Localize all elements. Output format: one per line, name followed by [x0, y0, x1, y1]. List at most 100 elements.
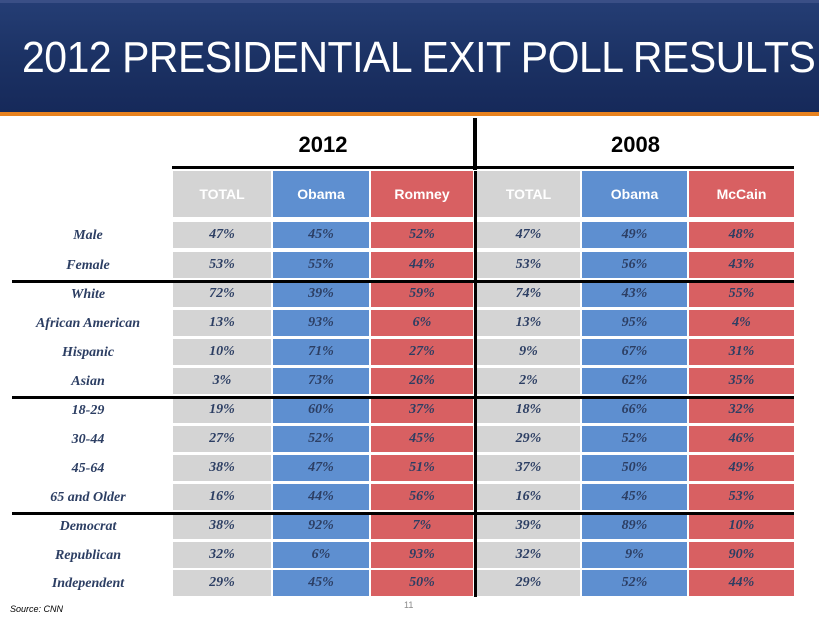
cell-obama-2008: 52%	[582, 426, 687, 453]
cell-obama-2008: 89%	[582, 513, 687, 540]
cell-obama-2008: 67%	[582, 339, 687, 366]
source-note: Source: CNN	[10, 604, 64, 614]
cell-total-2008: 74%	[477, 281, 580, 308]
cell-total-2008: 37%	[477, 455, 580, 482]
group-divider	[12, 512, 794, 515]
cell-total-2008: 47%	[477, 222, 580, 249]
cell-obama-2012: 92%	[273, 513, 369, 540]
header-obama-2012: Obama	[273, 171, 369, 217]
year-divider	[473, 118, 477, 170]
cell-obama-2012: 52%	[273, 426, 369, 453]
row-label: 65 and Older	[50, 489, 126, 505]
cell-obama-2008: 95%	[582, 310, 687, 337]
row-label: 30-44	[71, 431, 105, 447]
cell-mccain-2008: 32%	[689, 397, 794, 424]
cell-total-2008: 16%	[477, 484, 580, 511]
title-banner: 2012 PRESIDENTIAL EXIT POLL RESULTS	[0, 0, 819, 112]
cell-mccain-2008: 10%	[689, 513, 794, 540]
cell-total-2012: 27%	[173, 426, 271, 453]
cell-total-2008: 29%	[477, 426, 580, 453]
cell-romney-2012: 50%	[371, 570, 473, 597]
page-number: 11	[404, 600, 414, 610]
row-label: Hispanic	[61, 344, 115, 360]
row-label: Republican	[54, 547, 122, 563]
cell-total-2012: 16%	[173, 484, 271, 511]
cell-mccain-2008: 4%	[689, 310, 794, 337]
cell-romney-2012: 45%	[371, 426, 473, 453]
cell-total-2008: 9%	[477, 339, 580, 366]
header-romney-2012: Romney	[371, 171, 473, 217]
year-2012-label: 2012	[298, 132, 348, 157]
row-label: White	[70, 286, 106, 302]
row-label: Asian	[71, 373, 105, 389]
cell-obama-2012: 39%	[273, 281, 369, 308]
cell-total-2008: 29%	[477, 570, 580, 597]
cell-total-2008: 32%	[477, 542, 580, 569]
cell-obama-2012: 93%	[273, 310, 369, 337]
cell-obama-2012: 45%	[273, 222, 369, 249]
cell-romney-2012: 44%	[371, 252, 473, 279]
cell-mccain-2008: 48%	[689, 222, 794, 249]
header-obama-2008: Obama	[582, 171, 687, 217]
cell-total-2012: 3%	[173, 368, 271, 395]
cell-obama-2012: 44%	[273, 484, 369, 511]
cell-obama-2008: 43%	[582, 281, 687, 308]
cell-mccain-2008: 53%	[689, 484, 794, 511]
cell-obama-2008: 62%	[582, 368, 687, 395]
cell-total-2012: 38%	[173, 513, 271, 540]
cell-romney-2012: 59%	[371, 281, 473, 308]
row-label: 45-64	[71, 460, 105, 476]
cell-romney-2012: 26%	[371, 368, 473, 395]
accent-line	[0, 112, 819, 116]
cell-mccain-2008: 55%	[689, 281, 794, 308]
row-label: Democrat	[59, 518, 117, 534]
cell-obama-2012: 71%	[273, 339, 369, 366]
cell-total-2012: 29%	[173, 570, 271, 597]
row-label: Male	[73, 227, 103, 243]
cell-obama-2012: 47%	[273, 455, 369, 482]
cell-obama-2008: 9%	[582, 542, 687, 569]
header-total-2012: TOTAL	[173, 171, 271, 217]
cell-total-2012: 53%	[173, 252, 271, 279]
cell-romney-2012: 93%	[371, 542, 473, 569]
cell-mccain-2008: 43%	[689, 252, 794, 279]
cell-total-2012: 32%	[173, 542, 271, 569]
cell-romney-2012: 27%	[371, 339, 473, 366]
cell-total-2012: 19%	[173, 397, 271, 424]
group-divider	[12, 396, 794, 399]
cell-mccain-2008: 44%	[689, 570, 794, 597]
cell-total-2012: 72%	[173, 281, 271, 308]
cell-obama-2008: 45%	[582, 484, 687, 511]
cell-obama-2012: 55%	[273, 252, 369, 279]
cell-romney-2012: 51%	[371, 455, 473, 482]
cell-obama-2012: 73%	[273, 368, 369, 395]
cell-total-2008: 2%	[477, 368, 580, 395]
cell-romney-2012: 52%	[371, 222, 473, 249]
header-mccain-2008: McCain	[689, 171, 794, 217]
year-column-divider	[474, 171, 477, 597]
year-2008-label: 2008	[611, 132, 660, 157]
year-2008-rule	[477, 166, 794, 169]
cell-obama-2012: 60%	[273, 397, 369, 424]
cell-obama-2008: 49%	[582, 222, 687, 249]
cell-obama-2008: 50%	[582, 455, 687, 482]
cell-total-2012: 47%	[173, 222, 271, 249]
group-divider	[12, 280, 794, 283]
page-title: 2012 PRESIDENTIAL EXIT POLL RESULTS	[22, 33, 816, 82]
cell-total-2012: 13%	[173, 310, 271, 337]
cell-romney-2012: 7%	[371, 513, 473, 540]
cell-total-2008: 53%	[477, 252, 580, 279]
cell-mccain-2008: 31%	[689, 339, 794, 366]
row-label: 18-29	[71, 402, 105, 418]
cell-obama-2008: 52%	[582, 570, 687, 597]
cell-obama-2008: 56%	[582, 252, 687, 279]
cell-romney-2012: 56%	[371, 484, 473, 511]
cell-obama-2012: 45%	[273, 570, 369, 597]
row-label: Independent	[51, 575, 125, 591]
row-label: Female	[66, 257, 110, 273]
header-total-2008: TOTAL	[477, 171, 580, 217]
cell-total-2008: 18%	[477, 397, 580, 424]
cell-romney-2012: 37%	[371, 397, 473, 424]
cell-mccain-2008: 35%	[689, 368, 794, 395]
cell-total-2012: 10%	[173, 339, 271, 366]
